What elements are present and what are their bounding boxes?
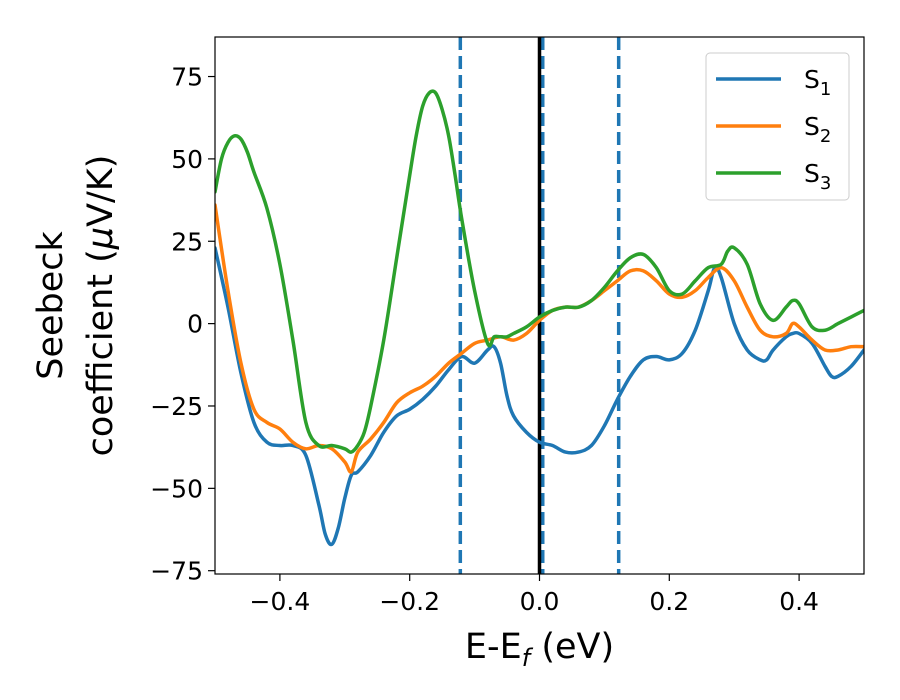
series-line-s1	[215, 246, 864, 547]
x-tick-label: 0.4	[779, 587, 819, 616]
x-axis-ticks: −0.4 −0.2 0.0 0.2 0.4	[250, 574, 819, 616]
y-axis-label-post: V/K)	[81, 155, 121, 227]
y-tick-label: 75	[171, 63, 203, 92]
x-tick-label: −0.4	[250, 587, 311, 616]
y-axis-label: Seebeck coefficient (μV/K)	[31, 155, 121, 457]
y-tick-label: −75	[150, 557, 203, 586]
y-tick-label: 25	[171, 227, 203, 256]
legend-entries: S1 S2 S3	[716, 65, 831, 194]
y-axis-label-mu: μ	[81, 227, 121, 250]
y-axis-label-line2: coefficient (μV/K)	[81, 155, 121, 457]
y-tick-label: −25	[150, 392, 203, 421]
x-tick-label: −0.2	[379, 587, 440, 616]
legend-label-s1: S1	[804, 65, 831, 100]
legend-label-s3: S3	[804, 159, 831, 194]
x-axis-label-suffix: (eV)	[530, 627, 614, 667]
y-tick-label: 0	[187, 310, 203, 339]
series-line-s3	[215, 89, 864, 454]
x-tick-label: 0.0	[520, 587, 560, 616]
legend-label-s2: S2	[804, 112, 831, 147]
y-tick-label: 50	[171, 145, 203, 174]
x-axis-label-main: E-E	[465, 627, 522, 667]
x-tick-label: 0.2	[649, 587, 689, 616]
legend: S1 S2 S3	[705, 52, 850, 201]
plot-area	[214, 36, 865, 575]
x-axis-label: E-Ef (eV)	[465, 627, 614, 672]
reference-lines	[458, 37, 621, 574]
y-axis-label-line1: Seebeck	[31, 230, 71, 379]
y-tick-label: −50	[150, 474, 203, 503]
y-axis-label-pre: coefficient (	[81, 249, 121, 456]
y-axis-ticks: −75 −50 −25 0 25 50 75	[150, 63, 215, 586]
series-lines	[215, 89, 864, 547]
